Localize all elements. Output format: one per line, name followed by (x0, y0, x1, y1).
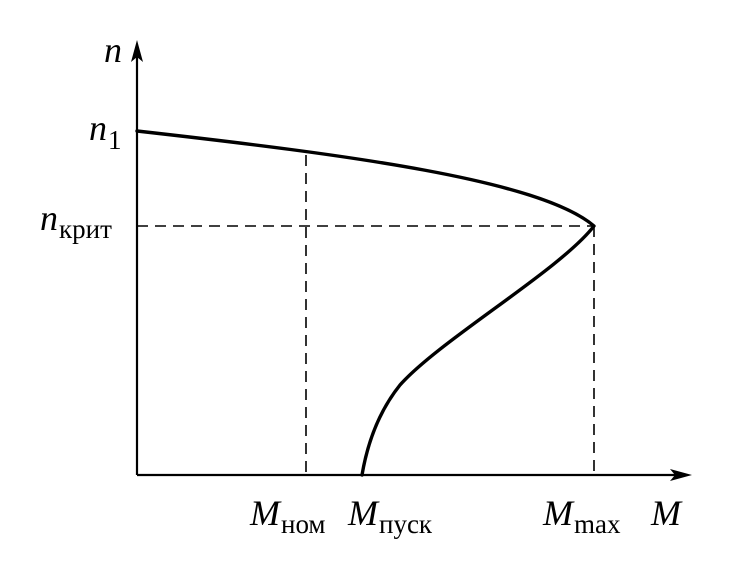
x-axis-arrowhead (670, 469, 692, 481)
y-tick-n-crit: nкрит (40, 198, 112, 244)
x-tick-m-nom: Mном (249, 493, 326, 539)
x-tick-m-start: Mпуск (347, 493, 433, 539)
x-tick-m-max: Mmax (542, 493, 621, 539)
x-axis-label: M (650, 493, 683, 533)
y-axis-arrowhead (131, 40, 143, 62)
y-axis-label: n (104, 30, 122, 70)
mechanical-characteristic-curve (135, 129, 596, 477)
y-tick-n1: n1 (89, 108, 122, 155)
